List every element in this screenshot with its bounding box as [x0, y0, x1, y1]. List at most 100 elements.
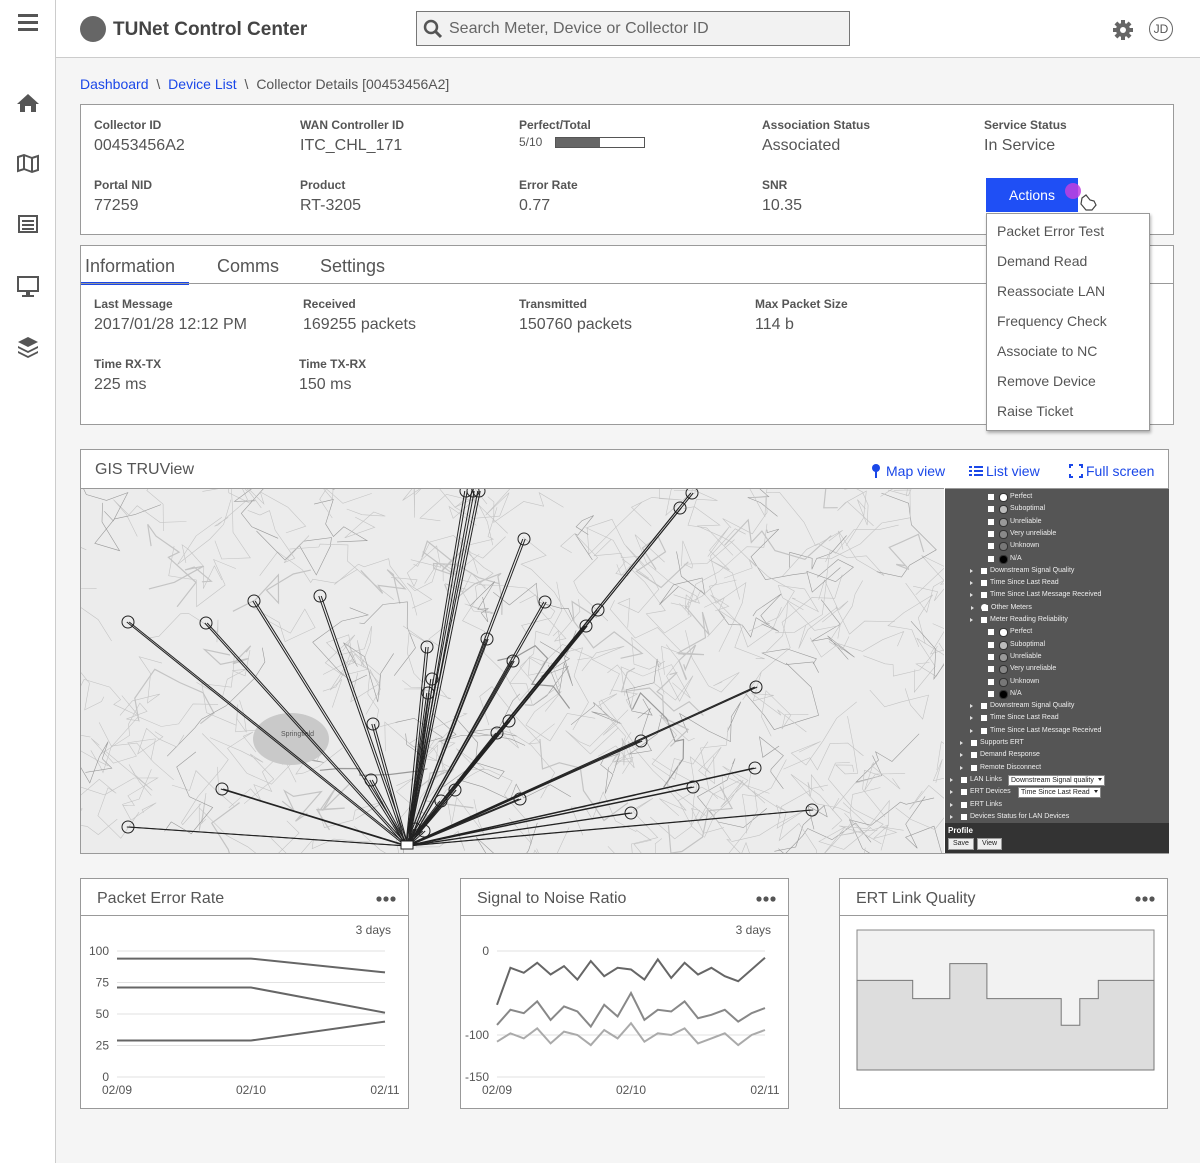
menu-item[interactable]: Raise Ticket	[997, 403, 1074, 419]
checkbox[interactable]	[988, 666, 994, 673]
device-node[interactable]	[480, 632, 494, 646]
profile-button[interactable]: View	[977, 838, 1003, 850]
breadcrumb-link[interactable]: Device List	[168, 76, 237, 92]
radio[interactable]	[981, 603, 988, 611]
gis-link[interactable]: List view	[986, 463, 1040, 479]
device-node[interactable]	[506, 654, 520, 668]
checkbox[interactable]	[961, 789, 967, 796]
menu-item[interactable]: Reassociate LAN	[997, 283, 1106, 299]
device-node[interactable]	[517, 532, 531, 546]
expand-arrow[interactable]	[971, 605, 974, 610]
checkbox[interactable]	[961, 813, 967, 820]
menu-item[interactable]: Packet Error Test	[997, 223, 1105, 239]
device-node[interactable]	[579, 619, 593, 633]
checkbox[interactable]	[981, 580, 987, 587]
device-node[interactable]	[685, 488, 699, 500]
checkbox[interactable]	[988, 678, 994, 685]
expand-arrow[interactable]	[970, 618, 973, 622]
expand-arrow[interactable]	[970, 728, 973, 733]
device-node[interactable]	[634, 734, 648, 748]
checkbox[interactable]	[988, 555, 994, 562]
expand-arrow[interactable]	[970, 593, 973, 598]
checkbox[interactable]	[988, 690, 994, 697]
expand-arrow[interactable]	[960, 753, 963, 758]
device-node[interactable]	[686, 780, 700, 794]
device-node[interactable]	[748, 761, 762, 775]
checkbox[interactable]	[981, 617, 987, 623]
profile-button[interactable]: Save	[948, 838, 974, 850]
device-node[interactable]	[624, 806, 638, 820]
checkbox[interactable]	[988, 518, 994, 525]
menu-icon[interactable]	[18, 14, 38, 31]
checkbox[interactable]	[981, 715, 987, 722]
checkbox[interactable]	[988, 629, 994, 636]
device-node[interactable]	[538, 595, 552, 609]
expand-arrow[interactable]	[960, 741, 963, 745]
device-node[interactable]	[805, 803, 819, 817]
checkbox[interactable]	[988, 653, 994, 660]
map-icon[interactable]	[17, 153, 39, 174]
expand-arrow[interactable]	[970, 581, 973, 586]
device-node[interactable]	[490, 726, 504, 740]
device-node[interactable]	[472, 488, 486, 498]
device-node[interactable]	[121, 820, 135, 834]
device-node[interactable]	[364, 773, 378, 787]
tab[interactable]: Settings	[320, 256, 386, 276]
checkbox[interactable]	[988, 641, 994, 648]
checkbox[interactable]	[981, 703, 987, 710]
checkbox[interactable]	[988, 494, 994, 500]
device-node[interactable]	[366, 717, 380, 731]
checkbox[interactable]	[971, 752, 977, 759]
device-node[interactable]	[502, 714, 516, 728]
device-node[interactable]	[215, 782, 229, 796]
home-icon[interactable]	[17, 94, 39, 112]
gis-link[interactable]: Map view	[886, 463, 946, 479]
device-node[interactable]	[673, 501, 687, 515]
menu-item[interactable]: Associate to NC	[997, 343, 1098, 359]
dropdown[interactable]: Time Since Last Read	[1018, 787, 1101, 799]
device-node[interactable]	[466, 488, 480, 498]
tab[interactable]: Information	[85, 256, 176, 276]
device-node[interactable]	[448, 783, 462, 797]
device-node[interactable]	[749, 680, 763, 694]
user-avatar[interactable]: JD	[1149, 17, 1173, 41]
checkbox[interactable]	[981, 592, 987, 599]
expand-arrow[interactable]	[950, 777, 953, 782]
device-node[interactable]	[420, 640, 434, 654]
settings-icon[interactable]	[1112, 19, 1134, 41]
device-node[interactable]	[199, 616, 213, 630]
layers-icon[interactable]	[18, 337, 38, 358]
expand-arrow[interactable]	[960, 765, 963, 770]
list-icon[interactable]	[18, 215, 38, 233]
menu-item[interactable]: Remove Device	[997, 373, 1096, 389]
checkbox[interactable]	[961, 776, 967, 783]
device-node[interactable]	[425, 672, 439, 686]
device-node[interactable]	[247, 594, 261, 608]
checkbox[interactable]	[981, 727, 987, 734]
expand-arrow[interactable]	[950, 802, 953, 807]
more-menu[interactable]	[376, 895, 398, 903]
checkbox[interactable]	[971, 740, 977, 746]
expand-arrow[interactable]	[970, 704, 973, 709]
gis-link[interactable]: Full screen	[1086, 463, 1155, 479]
checkbox[interactable]	[988, 506, 994, 513]
expand-arrow[interactable]	[970, 716, 973, 721]
device-node[interactable]	[459, 488, 473, 498]
expand-arrow[interactable]	[950, 790, 953, 795]
device-node[interactable]	[417, 824, 431, 838]
menu-item[interactable]: Frequency Check	[997, 313, 1107, 329]
menu-item[interactable]: Demand Read	[997, 253, 1088, 269]
device-node[interactable]	[313, 589, 327, 603]
device-node[interactable]	[121, 615, 135, 629]
search-box[interactable]: Search Meter, Device or Collector ID	[416, 11, 850, 46]
expand-arrow[interactable]	[950, 814, 953, 819]
more-menu[interactable]	[756, 895, 778, 903]
dropdown[interactable]: Downstream Signal quality	[1008, 774, 1105, 786]
checkbox[interactable]	[988, 543, 994, 550]
checkbox[interactable]	[981, 567, 987, 574]
monitor-icon[interactable]	[17, 276, 39, 297]
tab[interactable]: Comms	[217, 256, 279, 276]
checkbox[interactable]	[988, 530, 994, 537]
checkbox[interactable]	[961, 801, 967, 808]
breadcrumb-link[interactable]: Dashboard	[80, 76, 149, 92]
